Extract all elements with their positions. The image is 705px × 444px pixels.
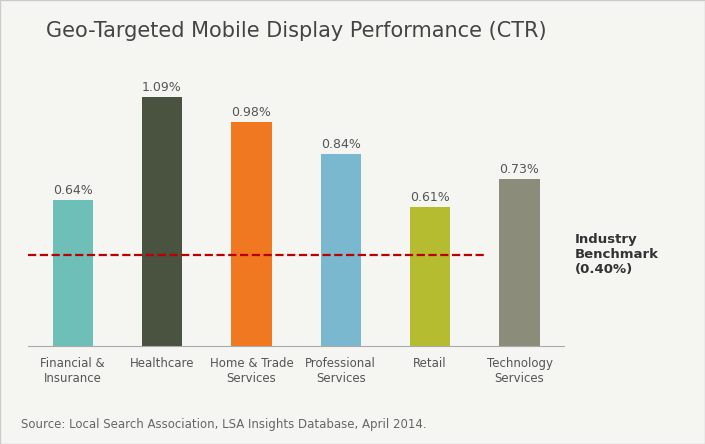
Bar xyxy=(321,154,361,346)
Bar xyxy=(142,97,182,346)
Bar xyxy=(499,179,539,346)
Text: 1.09%: 1.09% xyxy=(142,81,182,94)
Text: Source: Local Search Association, LSA Insights Database, April 2014.: Source: Local Search Association, LSA In… xyxy=(21,418,427,431)
Bar xyxy=(231,122,271,346)
Bar xyxy=(410,206,450,346)
Title: Geo-Targeted Mobile Display Performance (CTR): Geo-Targeted Mobile Display Performance … xyxy=(46,20,546,40)
Text: 0.84%: 0.84% xyxy=(321,138,361,151)
Text: 0.61%: 0.61% xyxy=(410,190,450,204)
Text: Industry
Benchmark
(0.40%): Industry Benchmark (0.40%) xyxy=(575,233,658,276)
Text: 0.98%: 0.98% xyxy=(231,106,271,119)
Text: 0.73%: 0.73% xyxy=(500,163,539,176)
Text: 0.64%: 0.64% xyxy=(53,184,92,197)
Bar xyxy=(53,200,93,346)
